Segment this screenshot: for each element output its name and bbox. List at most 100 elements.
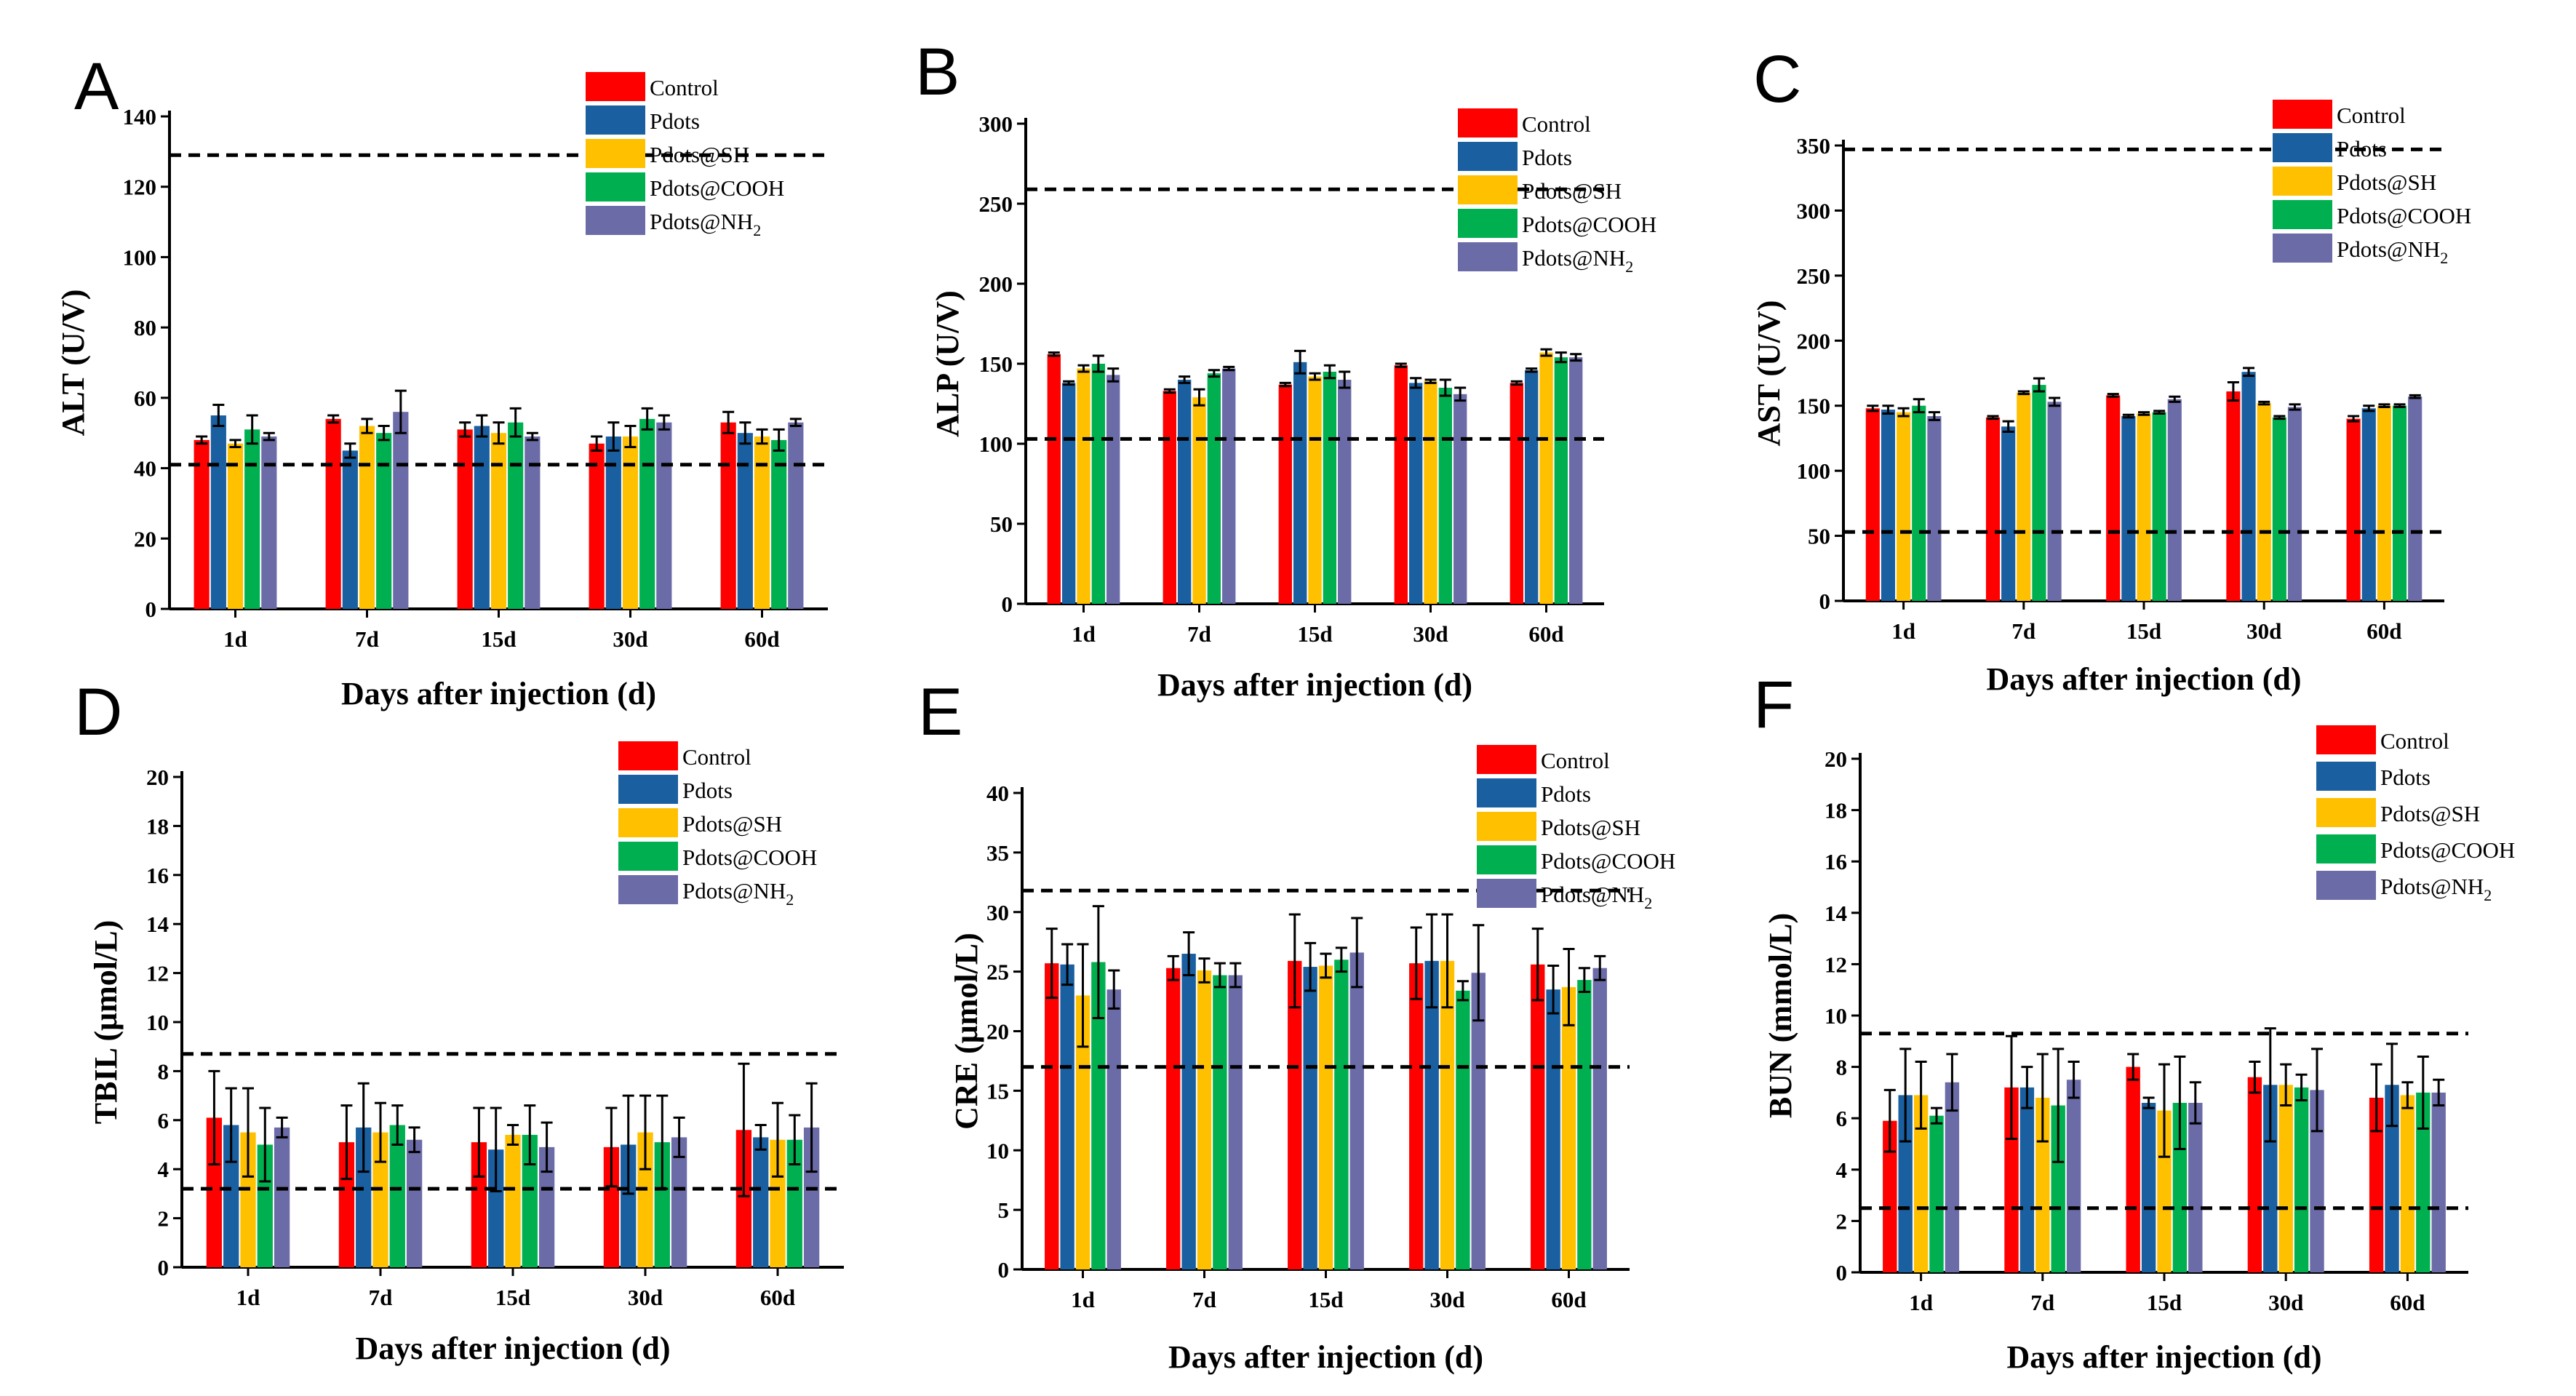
y-tick-label: 20	[146, 765, 169, 790]
x-tick-label: 7d	[2011, 618, 2035, 644]
bar	[639, 418, 655, 609]
bar	[372, 1132, 388, 1267]
bar	[2137, 413, 2151, 601]
x-axis-title: Days after injection (d)	[1157, 667, 1472, 703]
legend-swatch	[2316, 834, 2376, 863]
bar	[2019, 1087, 2035, 1272]
x-tick-label: 7d	[1192, 1287, 1216, 1312]
bar	[2032, 385, 2046, 601]
x-tick-label: 7d	[1187, 621, 1211, 647]
bar	[325, 418, 341, 609]
legend-swatch	[1458, 242, 1518, 271]
y-tick-label: 10	[146, 1010, 169, 1035]
legend-label: Pdots@COOH	[2337, 203, 2471, 228]
bar	[1454, 394, 1467, 604]
y-tick-label: 50	[1808, 524, 1830, 549]
bar	[1440, 960, 1455, 1269]
bar	[1929, 1115, 1944, 1272]
legend-swatch	[618, 775, 678, 804]
y-tick-label: 12	[146, 961, 169, 986]
subscript-2: 2	[2440, 249, 2448, 267]
y-tick-label: 8	[158, 1058, 170, 1084]
bar	[1318, 965, 1333, 1269]
bar	[1334, 960, 1349, 1269]
bar	[257, 1144, 273, 1267]
y-tick-label: 16	[146, 863, 169, 888]
bar	[227, 443, 244, 609]
y-tick-label: 100	[1797, 458, 1831, 484]
bar	[2188, 1103, 2203, 1272]
bar	[393, 412, 409, 609]
legend-swatch	[586, 139, 645, 168]
y-tick-label: 10	[1825, 1003, 1847, 1029]
bar	[1207, 373, 1221, 604]
bar	[223, 1125, 239, 1267]
chart-panel-b: B 0 50 100 150 200 250 300 1d 7d 15d 30d 60d Days aft…	[915, 35, 1656, 703]
y-tick-label: 120	[123, 175, 157, 200]
x-tick-label: 30d	[1413, 621, 1448, 647]
x-tick-label: 7d	[2030, 1290, 2054, 1315]
bar	[1228, 975, 1243, 1269]
bar	[2004, 1087, 2019, 1272]
bar	[1985, 417, 2001, 601]
bar	[389, 1125, 405, 1267]
chart-panel-c: C 0 50 100 150 200 250 300 350 1d 7d 15d 30d 60d Days …	[1751, 42, 2471, 697]
bar	[2287, 407, 2302, 601]
bar	[2263, 1085, 2278, 1272]
bar	[1531, 964, 1545, 1269]
y-tick-label: 140	[123, 104, 157, 129]
y-tick-label: 200	[1797, 328, 1831, 354]
legend-label: Pdots	[682, 778, 733, 803]
legend-label: Pdots@SH	[2380, 801, 2480, 826]
y-tick-label: 2	[1836, 1208, 1848, 1234]
legend-label: Pdots	[1522, 145, 1572, 170]
bar	[2051, 1105, 2065, 1272]
bar	[1927, 416, 1942, 601]
legend-label: Pdots@NH2	[682, 878, 794, 909]
legend-swatch	[1477, 812, 1536, 841]
bar	[1898, 1095, 1913, 1272]
bar	[1883, 1120, 1897, 1272]
bar	[2377, 405, 2391, 601]
legend-swatch	[586, 72, 645, 101]
legend: Control Pdots Pdots@SH Pdots@COOH Pdots@NH2	[618, 741, 817, 909]
bar	[1561, 986, 1576, 1269]
legend-swatch	[2273, 100, 2332, 129]
legend-label: Pdots@NH2	[2337, 236, 2448, 267]
legend-label: Pdots	[2380, 765, 2431, 790]
legend-swatch	[2273, 234, 2332, 263]
bar	[1881, 410, 1896, 601]
y-axis-title: TBIL (μmol/L)	[88, 920, 124, 1124]
subscript-2: 2	[786, 890, 794, 909]
bar	[1075, 995, 1090, 1269]
bar	[2126, 1066, 2140, 1272]
y-tick-label: 2	[158, 1206, 170, 1232]
bar	[1424, 960, 1439, 1269]
bar	[737, 433, 753, 609]
bar	[621, 1144, 637, 1267]
x-axis-title: Days after injection (d)	[356, 1331, 671, 1366]
bar	[1222, 368, 1236, 604]
bar	[2226, 391, 2241, 601]
chart-panel-a: A 0 20 40 60 80 100 120 140 1d 7d 15d 30d 60d Days aft…	[55, 49, 828, 711]
legend-swatch	[586, 206, 645, 235]
bar	[2152, 412, 2166, 601]
y-tick-label: 0	[158, 1255, 170, 1280]
legend: Control Pdots Pdots@SH Pdots@COOH Pdots@NH2	[1477, 745, 1675, 912]
bar	[206, 1117, 223, 1267]
y-tick-label: 0	[145, 597, 157, 622]
bar	[2167, 399, 2182, 601]
legend-swatch	[586, 105, 645, 135]
bar	[2346, 418, 2361, 601]
y-tick-label: 8	[1836, 1055, 1848, 1080]
bar	[622, 436, 639, 609]
bar	[1912, 405, 1926, 601]
bar	[1510, 383, 1523, 604]
bar	[788, 422, 804, 609]
y-tick-label: 80	[134, 315, 156, 340]
y-tick-label: 0	[1002, 591, 1013, 617]
y-tick-label: 4	[158, 1157, 170, 1182]
y-tick-label: 0	[1819, 589, 1831, 614]
bar	[1278, 384, 1292, 604]
subscript-2: 2	[2484, 886, 2492, 904]
